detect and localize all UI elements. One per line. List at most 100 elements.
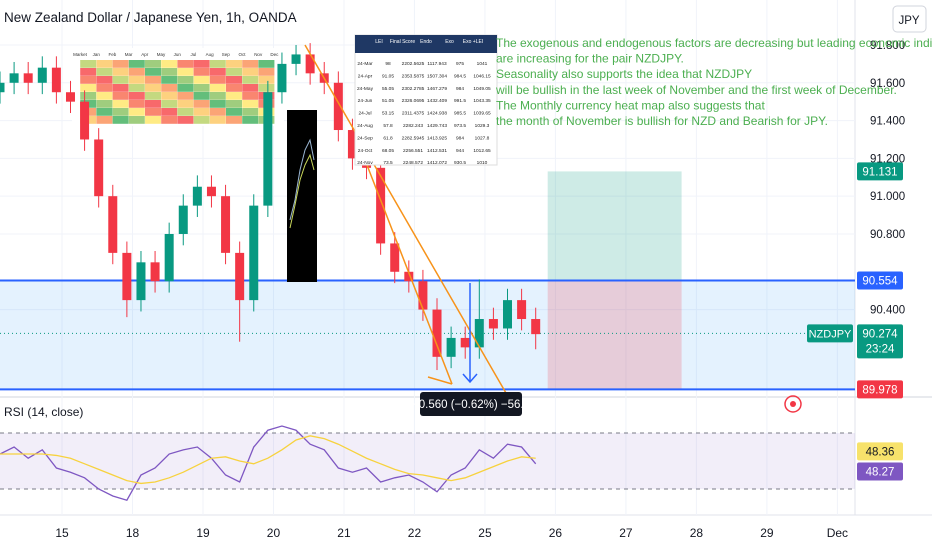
table-cell: 24-Nov (357, 160, 373, 166)
heatmap-cell (128, 68, 145, 76)
candle-body (51, 67, 61, 93)
heatmap-cell (177, 60, 194, 68)
price-tag-label: 91.131 (862, 166, 897, 178)
table-cell: 24-Aug (357, 123, 373, 129)
table-cell: 2282.5945 (402, 135, 425, 141)
candle-body (376, 167, 386, 244)
candle-body (235, 252, 245, 301)
table-cell: 24-Sep (357, 135, 373, 141)
heatmap-cell (145, 84, 161, 92)
heatmap-header: Aug (206, 52, 215, 57)
heatmap-cell (96, 76, 113, 84)
table-cell: 975 (456, 61, 464, 67)
table-cell: 984.5 (454, 73, 466, 79)
heatmap-cell (128, 108, 145, 116)
heatmap-cell (177, 116, 194, 124)
candle-body (432, 309, 442, 357)
heatmap-cell (161, 116, 178, 124)
table-cell: 973.5 (454, 123, 466, 129)
symbol-tag (807, 324, 853, 343)
heatmap-cell (209, 116, 226, 124)
candle-body (80, 101, 90, 140)
x-tick-label: 25 (478, 526, 492, 540)
heatmap-cell (226, 68, 242, 76)
heatmap-cell (128, 84, 145, 92)
table-cell: 1029.3 (475, 123, 490, 129)
candle-body (221, 196, 231, 253)
candle-body (94, 139, 104, 197)
heatmap-cell (145, 116, 161, 124)
x-tick-label: 20 (267, 526, 281, 540)
heatmap-cell (96, 68, 113, 76)
table-cell: 1424.938 (427, 111, 447, 117)
heatmap-cell (112, 68, 129, 76)
heatmap-cell (242, 84, 259, 92)
candle-body (517, 300, 527, 320)
table-cell: 991.5 (454, 98, 466, 104)
heatmap-cell (226, 100, 242, 108)
heatmap-cell (80, 60, 97, 68)
candle-body (503, 300, 513, 329)
symbol-label: NZDJPY (809, 328, 852, 340)
heatmap-cell (242, 92, 259, 100)
heatmap-cell (193, 100, 210, 108)
heatmap-header: Mar (125, 52, 133, 57)
table-cell: 1012.65 (473, 148, 491, 154)
table-cell: 1117.943 (427, 61, 447, 67)
table-cell: 1027.8 (475, 135, 490, 141)
heatmap-cell (128, 116, 145, 124)
heatmap-cell (128, 92, 145, 100)
heatmap-cell (161, 60, 178, 68)
stop-zone (547, 280, 682, 390)
price-tag (857, 162, 903, 181)
x-tick-label: 21 (337, 526, 351, 540)
currency-button[interactable] (892, 5, 927, 33)
candle-body (446, 337, 456, 357)
chart-title: New Zealand Dollar / Japanese Yen, 1h, O… (4, 10, 297, 25)
rsi-tag-label: 48.27 (866, 466, 895, 478)
heatmap-cell (128, 60, 145, 68)
table-cell: 2202.5625 (402, 61, 425, 67)
heatmap-header: Jul (191, 52, 197, 57)
x-tick-label: 29 (760, 526, 774, 540)
heatmap-cell (96, 108, 113, 116)
heatmap-header: Jan (93, 52, 101, 57)
table-cell: 2311.4375 (402, 111, 425, 117)
table-cell: 1043.35 (473, 98, 491, 104)
heatmap-cell (161, 68, 178, 76)
table-cell: 1412.531 (427, 148, 447, 154)
candle-body (305, 54, 315, 74)
candle-body (9, 73, 19, 83)
candle-body (37, 67, 47, 83)
countdown: 23:24 (866, 343, 895, 355)
heatmap-cell (96, 116, 113, 124)
candle-body (263, 92, 273, 206)
candle-body (249, 205, 259, 301)
candle-body (150, 262, 160, 282)
candle-body (0, 82, 5, 93)
heatmap-cell (226, 92, 242, 100)
x-tick-label: 15 (55, 526, 69, 540)
annotation: The exogenous and endogenous factors are… (496, 36, 932, 50)
table-cell: 1467.279 (427, 86, 447, 92)
heatmap-cell (177, 92, 194, 100)
table-cell: 24-May (357, 86, 374, 92)
candle-body (418, 281, 428, 310)
trend-line (427, 376, 453, 385)
heatmap-cell (145, 100, 161, 108)
price-tag-label: 89.978 (862, 384, 897, 396)
table-cell: 984 (456, 135, 464, 141)
heatmap-cell (209, 60, 226, 68)
table-cell: 985.5 (454, 111, 466, 117)
image-box (287, 110, 317, 282)
heatmap-cell (209, 100, 226, 108)
heatmap-cell (112, 108, 129, 116)
heatmap-cell (112, 76, 129, 84)
heatmap-cell (193, 116, 210, 124)
heatmap-cell (145, 108, 161, 116)
heatmap-header: Apr (141, 52, 149, 57)
price-tag (857, 324, 903, 359)
heatmap-cell (177, 100, 194, 108)
table-cell: 98 (385, 61, 391, 67)
candle-body (291, 54, 301, 64)
